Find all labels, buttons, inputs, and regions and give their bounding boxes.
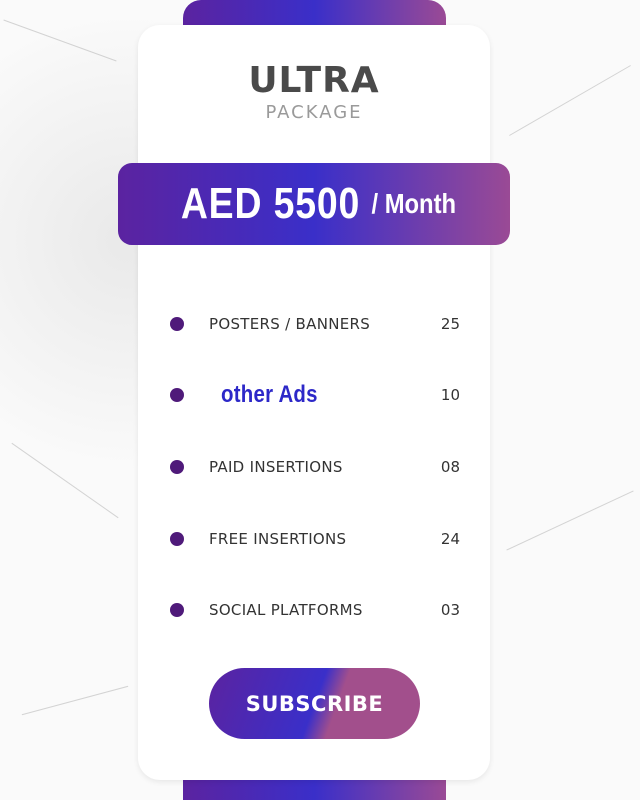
- marble-vein: [509, 65, 631, 136]
- bullet-icon: [170, 317, 184, 331]
- pricing-card: [138, 25, 490, 780]
- bullet-icon: [170, 388, 184, 402]
- marble-vein: [3, 19, 117, 62]
- marble-vein: [506, 490, 634, 551]
- package-subtitle: PACKAGE: [265, 102, 363, 123]
- feature-value: 08: [440, 458, 460, 476]
- feature-value: 24: [440, 530, 460, 548]
- price-period: / Month: [371, 188, 456, 219]
- price-amount: AED 5500: [180, 179, 360, 228]
- feature-value: 03: [440, 601, 460, 619]
- feature-label: other Ads: [221, 381, 318, 408]
- marble-vein: [11, 442, 119, 519]
- feature-row: other Ads 10: [170, 381, 460, 408]
- price-banner: AED 5500 / Month: [118, 163, 510, 245]
- feature-row: POSTERS / BANNERS 25: [170, 312, 460, 336]
- bullet-icon: [170, 460, 184, 474]
- bullet-icon: [170, 532, 184, 546]
- feature-row: FREE INSERTIONS 24: [170, 527, 460, 551]
- feature-label: PAID INSERTIONS: [209, 458, 343, 476]
- feature-value: 10: [440, 386, 460, 404]
- feature-label: POSTERS / BANNERS: [209, 315, 371, 333]
- package-title: ULTRA: [248, 60, 380, 101]
- feature-row: SOCIAL PLATFORMS 03: [170, 598, 460, 622]
- feature-label: SOCIAL PLATFORMS: [209, 601, 363, 619]
- bullet-icon: [170, 603, 184, 617]
- feature-row: PAID INSERTIONS 08: [170, 455, 460, 479]
- marble-vein: [21, 685, 129, 716]
- subscribe-button[interactable]: SUBSCRIBE: [209, 668, 420, 739]
- feature-label: FREE INSERTIONS: [209, 530, 347, 548]
- feature-value: 25: [440, 315, 460, 333]
